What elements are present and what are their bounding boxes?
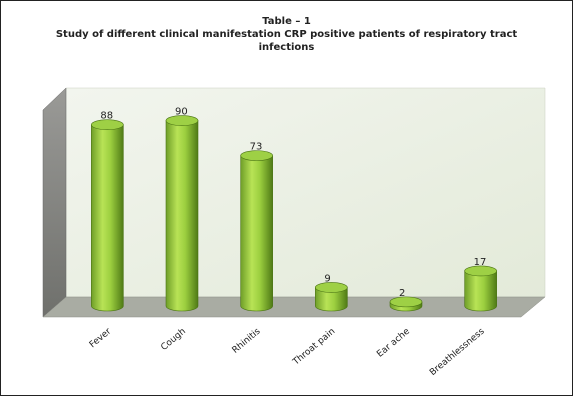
- category-label: Cough: [159, 327, 188, 353]
- data-label: 2: [399, 288, 405, 299]
- bars-group: [91, 115, 497, 312]
- chart-title-line-2: Study of different clinical manifestatio…: [55, 29, 518, 40]
- bar-top: [389, 296, 423, 308]
- bar-body: [464, 270, 497, 312]
- bar: [464, 265, 497, 312]
- chart-title: Table – 1 Study of different clinical ma…: [21, 15, 552, 54]
- bar-body: [165, 120, 199, 312]
- bar: [315, 282, 348, 312]
- bar-top: [464, 265, 497, 277]
- data-label: 17: [474, 257, 487, 268]
- bar-top: [240, 150, 273, 161]
- category-label: Fever: [88, 326, 114, 350]
- category-label: Breathlessness: [428, 326, 487, 378]
- bar-body: [240, 155, 273, 312]
- chart-title-line-1: Table – 1: [262, 16, 311, 27]
- bar-body: [91, 124, 124, 312]
- bar-top: [315, 282, 348, 293]
- bar: [389, 296, 423, 312]
- chart-title-line-3: infections: [258, 42, 315, 53]
- bar-body: [315, 287, 348, 312]
- data-label: 73: [250, 142, 263, 153]
- category-label: Throat pain: [291, 327, 338, 368]
- category-label: Rhinitis: [231, 326, 263, 355]
- bar: [91, 119, 124, 312]
- side-wall: [42, 87, 67, 318]
- bar-top: [165, 115, 199, 126]
- category-label: Ear ache: [375, 326, 412, 359]
- bar-top: [91, 119, 124, 131]
- data-label: 90: [175, 107, 188, 118]
- data-label: 9: [324, 273, 330, 284]
- bar: [165, 115, 199, 312]
- bar: [240, 150, 273, 312]
- data-label: 88: [100, 111, 113, 122]
